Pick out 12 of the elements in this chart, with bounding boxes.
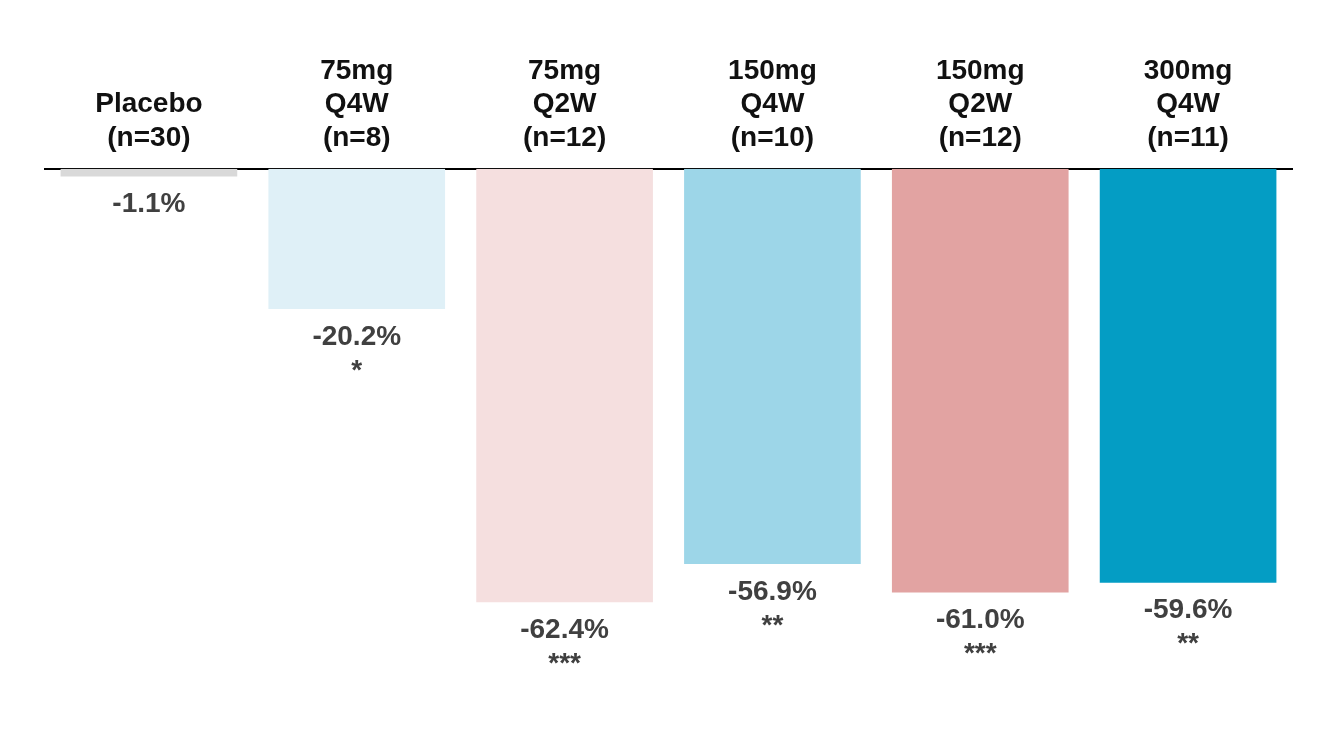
data-label: -20.2% * bbox=[312, 319, 402, 385]
x-tick-label: 300mg Q4W (n=11) bbox=[1143, 53, 1233, 152]
x-tick-label: 150mg Q2W (n=12) bbox=[935, 53, 1025, 152]
data-label: -56.9% ** bbox=[728, 574, 817, 640]
data-label: -61.0% *** bbox=[935, 603, 1025, 669]
x-tick-label: Placebo (n=30) bbox=[95, 87, 203, 152]
x-tick-label: 75mg Q4W (n=8) bbox=[320, 53, 394, 152]
data-label: -62.4% *** bbox=[520, 612, 610, 678]
data-label: -59.6% ** bbox=[1143, 593, 1233, 659]
data-label: -1.1% bbox=[112, 187, 186, 219]
x-tick-label: 75mg Q2W (n=12) bbox=[522, 53, 607, 152]
x-tick-label: 150mg Q4W (n=10) bbox=[728, 53, 817, 152]
